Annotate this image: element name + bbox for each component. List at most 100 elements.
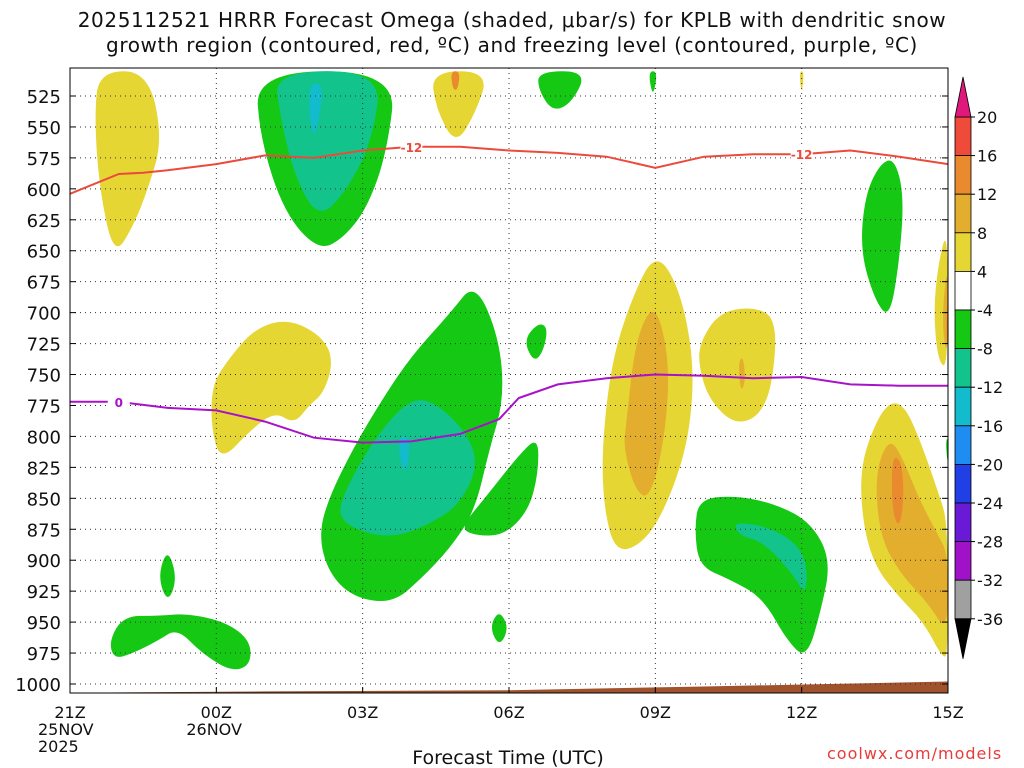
freezing-contour-label: 0 bbox=[115, 396, 123, 410]
gridlines bbox=[70, 68, 948, 693]
credit-text: coolwx.com/models bbox=[827, 744, 1003, 763]
y-tick-label-975: 975 bbox=[27, 644, 61, 665]
omega-region-15 bbox=[491, 614, 507, 643]
omega-region-12 bbox=[399, 436, 409, 470]
colorbar-label-4: 4 bbox=[977, 262, 987, 281]
x-tick-label-15-0: 12Z bbox=[786, 703, 817, 722]
x-tick-label-3-0: 00Z bbox=[201, 703, 232, 722]
dendritic-contour-label-1-bg bbox=[400, 139, 423, 154]
y-tick-label-925: 925 bbox=[27, 582, 61, 603]
omega-region-0 bbox=[95, 71, 160, 247]
colorbar-label-11: -28 bbox=[977, 533, 1003, 552]
colorbar-bin-1 bbox=[954, 155, 972, 195]
omega-region-21 bbox=[739, 358, 745, 389]
colorbar-label-2: 12 bbox=[977, 185, 997, 204]
freezing-contour-label-bg bbox=[107, 394, 130, 409]
y-tick-label-725: 725 bbox=[27, 335, 61, 356]
colorbar-bin-12 bbox=[954, 579, 972, 620]
colorbar-label-7: -12 bbox=[977, 378, 1003, 397]
dendritic-contour-label-1: -12 bbox=[401, 141, 423, 155]
colorbar-bin-2 bbox=[954, 193, 972, 234]
dendritic-contour-label-2: -12 bbox=[791, 148, 813, 162]
colorbar-label-13: -36 bbox=[977, 610, 1003, 629]
omega-region-27 bbox=[891, 457, 904, 524]
y-tick-label-675: 675 bbox=[27, 273, 61, 294]
x-tick-label-9-0: 06Z bbox=[493, 703, 524, 722]
colorbar-bin-8 bbox=[954, 425, 972, 465]
y-tick-label-525: 525 bbox=[27, 87, 61, 108]
y-tick-label-875: 875 bbox=[27, 520, 61, 541]
omega-region-19 bbox=[624, 311, 669, 496]
colorbar-label-8: -16 bbox=[977, 417, 1003, 436]
terrain-fill bbox=[70, 681, 948, 693]
omega-region-14 bbox=[526, 324, 547, 359]
omega-region-4 bbox=[433, 71, 484, 138]
colorbar-label-6: -8 bbox=[977, 340, 993, 359]
colorbar-label-3: 8 bbox=[977, 224, 987, 243]
omega-region-22 bbox=[695, 496, 828, 653]
colorbar-bin-9 bbox=[954, 463, 972, 504]
colorbar-bin-11 bbox=[954, 541, 972, 581]
x-tick-label-3-1: 26NOV bbox=[186, 720, 242, 739]
colorbar-top-arrow bbox=[954, 76, 972, 118]
omega-region-3 bbox=[309, 83, 322, 134]
y-tick-label-750: 750 bbox=[27, 366, 61, 387]
chart-title-line-2: growth region (contoured, red, ºC) and f… bbox=[106, 33, 918, 57]
chart-title-line-1: 2025112521 HRRR Forecast Omega (shaded, … bbox=[77, 8, 947, 32]
y-axis: 525 550 575 600 625 650 675 700 725 750 775 800 825 8… bbox=[15, 87, 948, 696]
y-tick-label-700: 700 bbox=[27, 304, 61, 325]
omega-region-7 bbox=[649, 71, 657, 92]
omega-shading bbox=[95, 71, 948, 670]
colorbar-label-12: -32 bbox=[977, 571, 1003, 590]
colorbar-bin-6 bbox=[954, 348, 972, 388]
y-tick-label-625: 625 bbox=[27, 211, 61, 232]
chart-title: 2025112521 HRRR Forecast Omega (shaded, … bbox=[0, 8, 1024, 58]
x-tick-label-18-0: 15Z bbox=[932, 703, 963, 722]
colorbar-label-10: -24 bbox=[977, 494, 1003, 513]
y-tick-label-1000: 1000 bbox=[15, 675, 61, 696]
y-tick-label-775: 775 bbox=[27, 396, 61, 417]
x-axis-label: Forecast Time (UTC) bbox=[412, 747, 603, 768]
y-tick-label-850: 850 bbox=[27, 489, 61, 510]
omega-region-6 bbox=[538, 71, 582, 109]
x-tick-label-0-0: 21Z bbox=[54, 703, 85, 722]
y-tick-label-650: 650 bbox=[27, 242, 61, 263]
y-tick-label-575: 575 bbox=[27, 149, 61, 170]
freezing-level-contour-line bbox=[70, 373, 948, 444]
dendritic-contour-label-2-bg bbox=[790, 147, 813, 162]
colorbar-bin-3 bbox=[954, 232, 972, 272]
colorbar-bin-10 bbox=[954, 502, 972, 542]
omega-region-13 bbox=[464, 442, 539, 536]
omega-region-20 bbox=[699, 308, 776, 422]
omega-region-5 bbox=[451, 71, 460, 90]
colorbar-label-9: -20 bbox=[977, 455, 1003, 474]
omega-region-16 bbox=[160, 555, 175, 598]
omega-region-11 bbox=[340, 400, 475, 536]
y-tick-label-900: 900 bbox=[27, 551, 61, 572]
omega-region-24 bbox=[862, 160, 903, 312]
omega-region-17 bbox=[110, 614, 251, 670]
colorbar-bin-0 bbox=[954, 116, 972, 156]
y-tick-label-825: 825 bbox=[27, 458, 61, 479]
x-tick-label-0-1: 25NOV bbox=[38, 720, 94, 739]
contours: -12 -12 0 bbox=[69, 139, 949, 444]
y-tick-label-800: 800 bbox=[27, 427, 61, 448]
colorbar-bin-5 bbox=[954, 309, 972, 349]
colorbar-label-5: -4 bbox=[977, 301, 993, 320]
y-tick-label-950: 950 bbox=[27, 613, 61, 634]
y-tick-label-600: 600 bbox=[27, 180, 61, 201]
y-tick-label-550: 550 bbox=[27, 118, 61, 139]
omega-region-9 bbox=[211, 321, 331, 454]
colorbar-label-0: 20 bbox=[977, 108, 997, 127]
omega-region-23 bbox=[735, 523, 807, 590]
colorbar: 20 16 12 8 4 -4 -8 -12 -16 -20 -24 -28 -32 -36 bbox=[954, 76, 1003, 659]
x-tick-label-6-0: 03Z bbox=[347, 703, 378, 722]
omega-region-8 bbox=[800, 71, 804, 90]
omega-region-2 bbox=[277, 71, 378, 211]
x-tick-label-0-2: 2025 bbox=[38, 737, 79, 756]
colorbar-bottom-arrow bbox=[954, 618, 972, 659]
x-tick-label-12-0: 09Z bbox=[640, 703, 671, 722]
colorbar-label-1: 16 bbox=[977, 147, 997, 166]
